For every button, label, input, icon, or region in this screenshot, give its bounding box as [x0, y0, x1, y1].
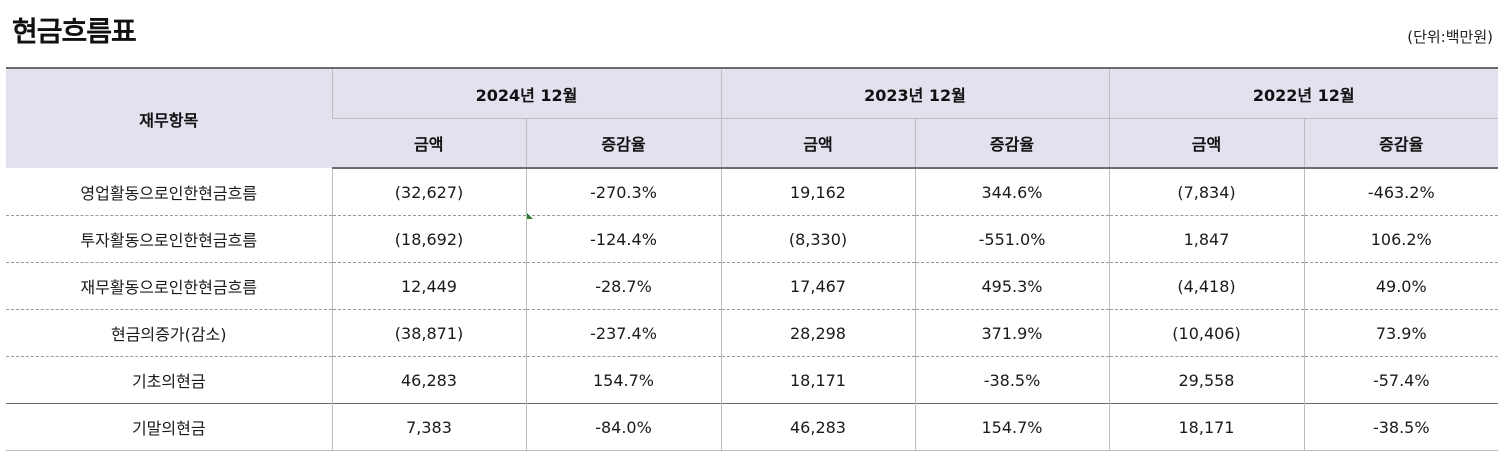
row-label: 재무활동으로인한현금흐름: [6, 262, 332, 310]
cell-value: -463.2%: [1303, 168, 1498, 216]
cell-value: 18,171: [720, 356, 915, 404]
header-amount: 금액: [1108, 118, 1304, 169]
cell-value: (38,871): [331, 309, 526, 357]
cell-value: 17,467: [720, 262, 915, 310]
table-row: 영업활동으로인한현금흐름 (32,627) -270.3% 19,162 344…: [6, 168, 1498, 216]
header-change: 증감율: [914, 118, 1109, 169]
row-label: 기말의현금: [6, 403, 332, 451]
cell-value: 19,162: [720, 168, 915, 216]
cell-value: 154.7%: [914, 403, 1109, 451]
header-change: 증감율: [1303, 118, 1498, 169]
cell-value: 18,171: [1108, 403, 1304, 451]
header-amount: 금액: [332, 118, 526, 169]
cell-value: 46,283: [720, 403, 915, 451]
cell-value: (8,330): [720, 215, 915, 263]
cell-value: (4,418): [1108, 262, 1304, 310]
header-change: 증감율: [525, 118, 721, 169]
cell-value: (18,692): [331, 215, 526, 263]
cell-value: 46,283: [331, 356, 526, 404]
table-row: 기초의현금 46,283 154.7% 18,171 -38.5% 29,558…: [6, 356, 1498, 404]
cell-value: 12,449: [331, 262, 526, 310]
table-row: 재무활동으로인한현금흐름 12,449 -28.7% 17,467 495.3%…: [6, 262, 1498, 310]
cell-comment-marker-icon: [527, 213, 533, 219]
cell-value: 49.0%: [1303, 262, 1498, 310]
cell-value: -84.0%: [525, 403, 721, 451]
row-label: 기초의현금: [6, 356, 332, 404]
header-year-2023: 2023년 12월: [720, 67, 1109, 119]
cell-value: (7,834): [1108, 168, 1304, 216]
cell-value: (32,627): [331, 168, 526, 216]
cell-value: 1,847: [1108, 215, 1304, 263]
row-label: 현금의증가(감소): [6, 309, 332, 357]
cell-value: 73.9%: [1303, 309, 1498, 357]
unit-label: (단위:백만원): [1407, 28, 1493, 46]
header-item: 재무항목: [6, 67, 332, 168]
table-row: 기말의현금 7,383 -84.0% 46,283 154.7% 18,171 …: [6, 403, 1498, 451]
header-year-2024: 2024년 12월: [331, 67, 721, 119]
cell-value: 28,298: [720, 309, 915, 357]
cell-value: -38.5%: [914, 356, 1109, 404]
table-row: 투자활동으로인한현금흐름 (18,692) -124.4% (8,330) -5…: [6, 215, 1498, 263]
table-row: 현금의증가(감소) (38,871) -237.4% 28,298 371.9%…: [6, 309, 1498, 357]
cell-value: -28.7%: [525, 262, 721, 310]
cell-value: 7,383: [331, 403, 526, 451]
cell-value: -270.3%: [525, 168, 721, 216]
cell-value: -124.4%: [525, 215, 721, 263]
cell-value: -551.0%: [914, 215, 1109, 263]
cell-value: -57.4%: [1303, 356, 1498, 404]
header-amount: 금액: [720, 118, 915, 169]
cell-value: (10,406): [1108, 309, 1304, 357]
cell-value: 29,558: [1108, 356, 1304, 404]
cell-value: 371.9%: [914, 309, 1109, 357]
row-label: 영업활동으로인한현금흐름: [6, 168, 332, 216]
cash-flow-table: 재무항목 2024년 12월 2023년 12월 2022년 12월 금액 증감…: [6, 67, 1498, 451]
cell-value: 106.2%: [1303, 215, 1498, 263]
cell-value: 344.6%: [914, 168, 1109, 216]
page-title: 현금흐름표: [12, 15, 137, 48]
cell-value: -237.4%: [525, 309, 721, 357]
cell-value: -38.5%: [1303, 403, 1498, 451]
row-label: 투자활동으로인한현금흐름: [6, 215, 332, 263]
header-year-2022: 2022년 12월: [1108, 67, 1498, 119]
cell-value: 154.7%: [525, 356, 721, 404]
cell-value: 495.3%: [914, 262, 1109, 310]
